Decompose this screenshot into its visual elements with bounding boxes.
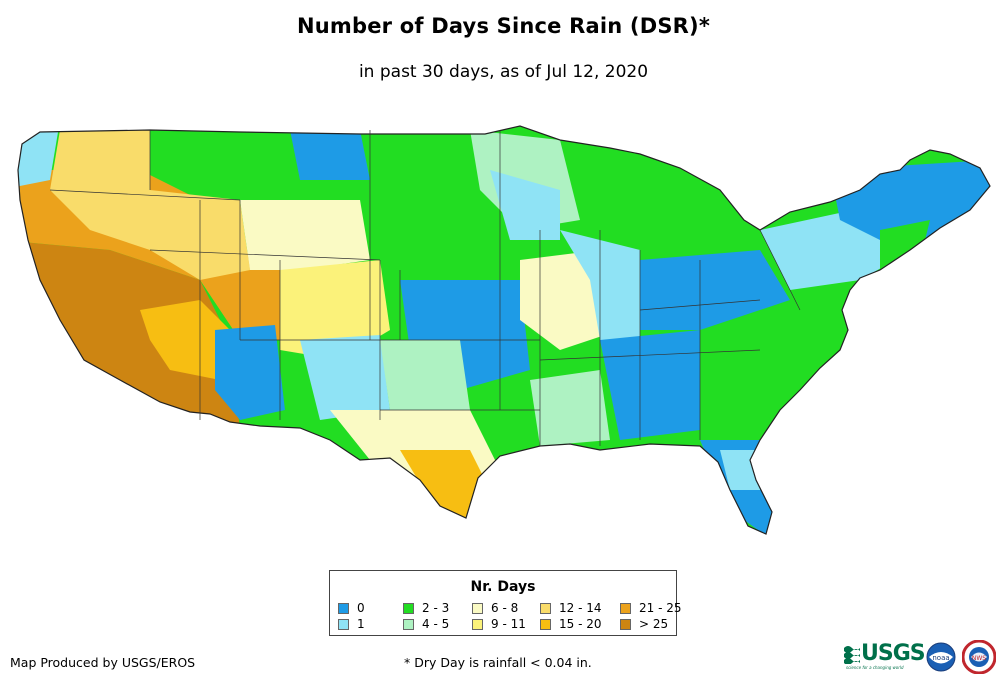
legend-swatch [620, 619, 631, 630]
noaa-text: noaa [932, 654, 949, 662]
zone-arizona-0 [215, 325, 285, 420]
zone-wyoming-6-8 [240, 200, 370, 270]
us-dsr-map [0, 110, 1007, 550]
legend-swatch [472, 603, 483, 614]
zone-minnesota-1 [490, 170, 560, 240]
legend-label: 2 - 3 [422, 601, 450, 615]
legend-swatch [403, 619, 414, 630]
legend-label: 0 [357, 601, 365, 615]
zone-montana-0 [290, 130, 370, 180]
credit-text: Map Produced by USGS/EROS [10, 655, 196, 670]
map-subtitle: in past 30 days, as of Jul 12, 2020 [358, 62, 649, 82]
legend-label: 12 - 14 [559, 601, 602, 615]
legend-box: Nr. Days 0 1 2 - 3 4 - 5 6 - 8 9 - 11 12 - 14 1… [329, 570, 682, 636]
footnote-text: * Dry Day is rainfall < 0.04 in. [404, 655, 592, 670]
map-title: Number of Days Since Rain (DSR)* [296, 14, 711, 38]
nws-logo-icon: NWS [962, 640, 996, 674]
legend-item: 12 - 14 [540, 601, 602, 615]
legend-item: 1 [338, 617, 365, 631]
legend-label: 9 - 11 [491, 617, 526, 631]
legend-swatch [620, 603, 631, 614]
noaa-logo-icon: noaa [926, 642, 956, 672]
zone-panhandle-4-5 [380, 340, 470, 410]
zone-south-texas-15-20 [400, 450, 490, 522]
legend-label: 21 - 25 [639, 601, 682, 615]
legend-swatch [540, 619, 551, 630]
legend-title: Nr. Days [470, 579, 536, 595]
legend-label: 1 [357, 617, 365, 631]
legend-item: 15 - 20 [540, 617, 602, 631]
usgs-wave-icon [844, 646, 860, 664]
legend-item: 21 - 25 [620, 601, 682, 615]
zone-deep-south-0 [600, 330, 700, 440]
nws-text: NWS [972, 655, 986, 662]
zone-pnw-1 [18, 126, 60, 190]
legend-item: > 25 [620, 617, 668, 631]
legend-item: 6 - 8 [472, 601, 518, 615]
legend-item: 4 - 5 [403, 617, 449, 631]
legend-swatch [540, 603, 551, 614]
legend-label: 4 - 5 [422, 617, 450, 631]
usgs-logo: USGS science for a changing world [844, 640, 926, 670]
legend-item: 9 - 11 [472, 617, 526, 631]
zone-colorado-9-11 [280, 260, 390, 360]
legend-label: > 25 [639, 617, 669, 631]
zone-newmexico-1 [300, 335, 390, 420]
legend-item: 2 - 3 [403, 601, 449, 615]
zone-louisiana-4-5 [530, 370, 610, 446]
legend-item: 0 [338, 601, 365, 615]
state-boundaries [49, 130, 801, 446]
zone-ohio-valley-0 [640, 250, 790, 330]
legend-label: 15 - 20 [559, 617, 602, 631]
legend-swatch [338, 603, 349, 614]
zone-nevada-15-20 [140, 300, 230, 380]
legend-swatch [403, 603, 414, 614]
usgs-wordmark: USGS [861, 641, 926, 666]
legend-swatch [338, 619, 349, 630]
usgs-tagline: science for a changing world [846, 665, 904, 670]
legend-label: 6 - 8 [491, 601, 519, 615]
legend-swatch [472, 619, 483, 630]
